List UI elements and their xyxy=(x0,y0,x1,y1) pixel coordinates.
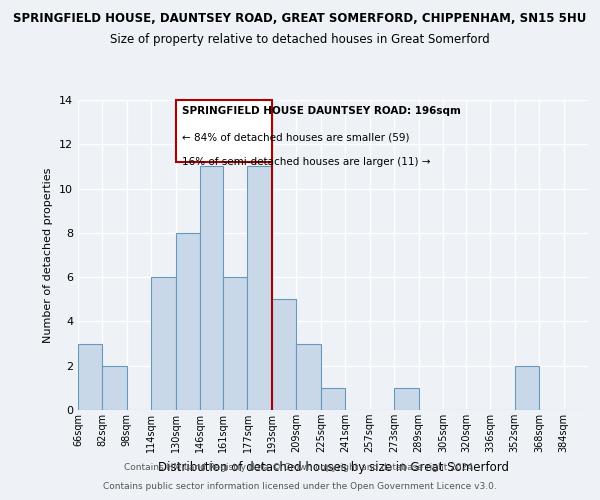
Text: Size of property relative to detached houses in Great Somerford: Size of property relative to detached ho… xyxy=(110,32,490,46)
FancyBboxPatch shape xyxy=(176,100,272,162)
X-axis label: Distribution of detached houses by size in Great Somerford: Distribution of detached houses by size … xyxy=(157,460,509,473)
Bar xyxy=(151,277,176,410)
Text: Contains HM Land Registry data © Crown copyright and database right 2024.: Contains HM Land Registry data © Crown c… xyxy=(124,464,476,472)
Bar xyxy=(247,166,272,410)
Bar xyxy=(223,277,247,410)
Bar xyxy=(394,388,419,410)
Text: Contains public sector information licensed under the Open Government Licence v3: Contains public sector information licen… xyxy=(103,482,497,491)
Bar xyxy=(103,366,127,410)
Text: 16% of semi-detached houses are larger (11) →: 16% of semi-detached houses are larger (… xyxy=(182,158,430,168)
Bar xyxy=(176,233,200,410)
Bar xyxy=(515,366,539,410)
Bar xyxy=(321,388,345,410)
Bar xyxy=(272,300,296,410)
Text: SPRINGFIELD HOUSE DAUNTSEY ROAD: 196sqm: SPRINGFIELD HOUSE DAUNTSEY ROAD: 196sqm xyxy=(182,106,461,116)
Text: ← 84% of detached houses are smaller (59): ← 84% of detached houses are smaller (59… xyxy=(182,132,409,142)
Y-axis label: Number of detached properties: Number of detached properties xyxy=(43,168,53,342)
Text: SPRINGFIELD HOUSE, DAUNTSEY ROAD, GREAT SOMERFORD, CHIPPENHAM, SN15 5HU: SPRINGFIELD HOUSE, DAUNTSEY ROAD, GREAT … xyxy=(13,12,587,26)
Bar xyxy=(296,344,321,410)
Bar xyxy=(78,344,103,410)
Bar xyxy=(200,166,223,410)
